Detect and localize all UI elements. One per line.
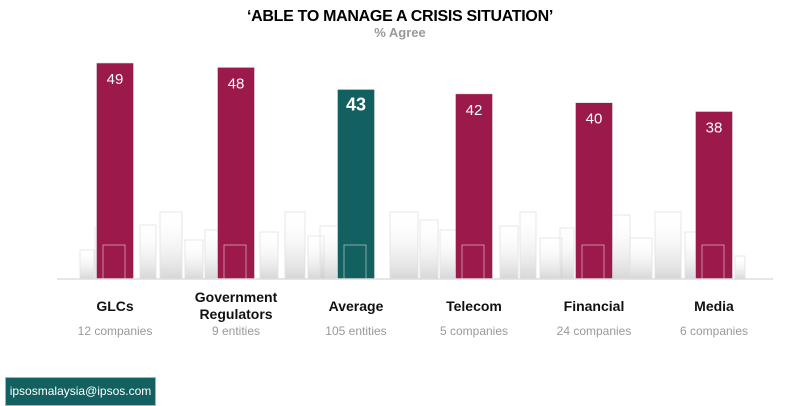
- chart-subtitle: % Agree: [374, 25, 426, 40]
- category-sublabel: 9 entities: [211, 324, 261, 338]
- skyline-building: [284, 211, 306, 280]
- category-label: Government Regulators: [171, 289, 301, 323]
- bar-media: [695, 111, 733, 280]
- skyline-building: [559, 227, 575, 280]
- bar-financial: [575, 102, 613, 280]
- category-label-line: GLCs: [96, 298, 134, 314]
- data-label: 43: [346, 94, 366, 114]
- category-label-line: Regulators: [199, 306, 273, 322]
- skyline-building: [389, 211, 419, 280]
- category-label: Telecom: [409, 298, 539, 315]
- data-label: 49: [107, 71, 124, 88]
- data-label: 38: [706, 119, 723, 136]
- category-label-line: Average: [328, 298, 384, 314]
- skyline-building: [519, 211, 537, 280]
- skyline-building: [259, 231, 279, 280]
- skyline-building: [139, 224, 157, 280]
- city-skyline-decoration: [79, 211, 746, 280]
- contact-email[interactable]: ipsosmalaysia@ipsos.com: [5, 377, 156, 406]
- skyline-building: [159, 211, 183, 280]
- skyline-building: [419, 219, 439, 280]
- data-label: 40: [586, 111, 603, 128]
- category-label: Media: [649, 298, 779, 315]
- skyline-building: [611, 214, 631, 280]
- skyline-building: [539, 237, 563, 280]
- bar-government-regulators: [217, 67, 255, 280]
- data-label: 48: [228, 75, 245, 92]
- category-sublabel: 105 entities: [325, 324, 387, 338]
- category-sublabel: 24 companies: [556, 324, 632, 338]
- category-label-line: Media: [694, 298, 734, 314]
- category-sublabel: 5 companies: [439, 324, 509, 338]
- category-label-line: Telecom: [446, 298, 502, 314]
- category-label: Financial: [529, 298, 659, 315]
- category-label: GLCs: [50, 298, 180, 315]
- category-sublabel: 12 companies: [77, 324, 153, 338]
- category-label-line: Financial: [563, 298, 625, 314]
- skyline-building: [499, 225, 519, 280]
- bar-average: [337, 89, 375, 280]
- bar-glcs: [96, 62, 134, 280]
- chart-title: ‘ABLE TO MANAGE A CRISIS SITUATION’: [247, 8, 553, 25]
- skyline-building: [204, 229, 220, 280]
- skyline-building: [629, 237, 653, 280]
- category-label: Average: [291, 298, 421, 315]
- skyline-building: [654, 211, 682, 280]
- bar-telecom: [455, 93, 493, 280]
- data-label: 42: [466, 102, 483, 119]
- category-sublabel: 6 companies: [679, 324, 749, 338]
- category-label-line: Government: [194, 289, 278, 305]
- skyline-building: [79, 249, 95, 280]
- skyline-building: [184, 239, 204, 280]
- skyline-building: [734, 255, 746, 280]
